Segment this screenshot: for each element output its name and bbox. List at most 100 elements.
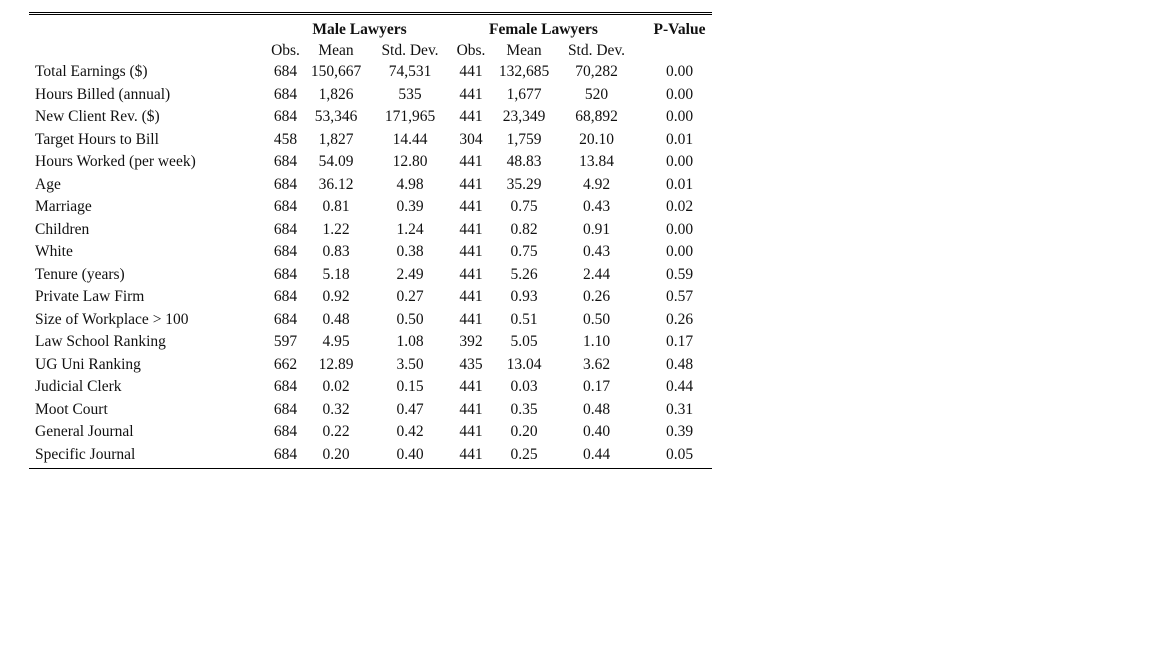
- male-mean-cell: 0.48: [322, 310, 350, 328]
- male-obs-cell: 684: [273, 175, 298, 193]
- male-obs-cell: 684: [273, 85, 298, 103]
- p-value-cell: 0.57: [665, 288, 694, 305]
- male-sd-cell: 535: [398, 85, 422, 103]
- male-lawyers-header: Male Lawyers: [312, 21, 407, 38]
- p-value-cell: 0.48: [665, 355, 694, 373]
- male-obs-cell: 684: [273, 445, 298, 463]
- female-mean-cell: 0.75: [510, 243, 538, 260]
- female-obs-cell: 435: [459, 355, 483, 373]
- table-row: Target Hours to Bill 458 1,827 14.44 304 1,75…: [29, 129, 712, 152]
- female-sd-cell: 0.48: [582, 400, 611, 418]
- p-value-cell: 0.39: [665, 423, 694, 440]
- female-obs-cell: 441: [459, 175, 483, 193]
- female-mean-cell: 5.05: [510, 333, 538, 350]
- male-mean-cell: 0.20: [322, 445, 350, 463]
- female-sd-cell: 13.84: [579, 153, 614, 170]
- sub-header-row: Obs. Mean Std. Dev. Obs. Mean Std. Dev.: [29, 40, 712, 61]
- male-obs-cell: 684: [273, 198, 298, 215]
- male-mean-cell: 0.02: [322, 378, 350, 395]
- row-label: Tenure (years): [35, 265, 125, 283]
- row-label: Total Earnings ($): [35, 63, 148, 80]
- female-obs-cell: 441: [459, 220, 483, 238]
- p-value-cell: 0.17: [665, 333, 694, 350]
- female-obs-cell: 392: [459, 333, 483, 350]
- female-sd-cell: 68,892: [575, 108, 618, 125]
- male-sd-cell: 0.38: [396, 243, 424, 260]
- row-label: Law School Ranking: [35, 333, 166, 350]
- male-mean-cell: 150,667: [310, 63, 362, 80]
- p-value-cell: 0.00: [665, 220, 694, 238]
- male-mean-cell: 1,826: [318, 85, 354, 103]
- female-obs-cell: 441: [459, 378, 483, 395]
- female-sd-cell: 0.50: [582, 310, 611, 328]
- male-sd-cell: 0.42: [396, 423, 424, 440]
- male-mean-cell: 0.32: [322, 400, 350, 418]
- female-obs-cell: 441: [459, 85, 483, 103]
- male-sd-cell: 0.15: [396, 378, 424, 395]
- male-mean-header: Mean: [318, 42, 354, 59]
- table-row: Private Law Firm 684 0.92 0.27 441 0.93 0.26 0.…: [29, 286, 712, 309]
- table-row: General Journal 684 0.22 0.42 441 0.20 0.40 0.3…: [29, 421, 712, 444]
- male-obs-cell: 662: [273, 355, 298, 373]
- male-sd-cell: 4.98: [396, 175, 424, 193]
- female-sd-cell: 4.92: [582, 175, 611, 193]
- female-sd-cell: 70,282: [575, 63, 618, 80]
- female-obs-cell: 441: [459, 108, 483, 125]
- row-label: Private Law Firm: [35, 288, 145, 305]
- female-sd-header: Std. Dev.: [567, 42, 626, 59]
- female-obs-header: Obs.: [456, 42, 486, 59]
- row-label: Specific Journal: [35, 445, 136, 463]
- male-sd-cell: 1.24: [396, 220, 424, 238]
- row-label: Size of Workplace > 100: [35, 310, 189, 328]
- female-mean-cell: 5.26: [510, 265, 538, 283]
- p-value-cell: 0.00: [665, 63, 694, 80]
- male-obs-cell: 684: [273, 423, 298, 440]
- male-obs-cell: 684: [273, 63, 298, 80]
- male-obs-cell: 684: [273, 310, 298, 328]
- row-label: New Client Rev. ($): [35, 108, 160, 125]
- male-obs-cell: 684: [273, 243, 298, 260]
- female-obs-cell: 441: [459, 288, 483, 305]
- male-obs-cell: 684: [273, 220, 298, 238]
- p-value-cell: 0.00: [665, 108, 694, 125]
- male-mean-cell: 12.89: [318, 355, 354, 373]
- female-obs-cell: 441: [459, 310, 483, 328]
- male-sd-cell: 3.50: [396, 355, 424, 373]
- male-sd-cell: 14.44: [392, 130, 428, 148]
- table-row: Size of Workplace > 100 684 0.48 0.50 441 0.5…: [29, 309, 712, 332]
- female-obs-cell: 304: [459, 130, 483, 148]
- male-mean-cell: 0.81: [322, 198, 350, 215]
- table-row: White 684 0.83 0.38 441 0.75 0.43 0.00: [29, 241, 712, 264]
- male-sd-cell: 0.47: [396, 400, 424, 418]
- male-mean-cell: 5.18: [322, 265, 350, 283]
- row-label: Children: [35, 220, 90, 238]
- male-sd-cell: 0.50: [396, 310, 424, 328]
- male-obs-cell: 684: [273, 108, 298, 125]
- female-obs-cell: 441: [459, 243, 483, 260]
- p-value-cell: 0.26: [665, 310, 694, 328]
- male-obs-cell: 684: [273, 288, 298, 305]
- female-mean-header: Mean: [506, 42, 542, 59]
- female-mean-cell: 0.20: [510, 423, 538, 440]
- subheader-blank: [29, 40, 267, 61]
- female-sd-cell: 0.17: [582, 378, 611, 395]
- male-mean-cell: 1.22: [322, 220, 350, 238]
- female-sd-cell: 0.91: [582, 220, 611, 238]
- table-row: Tenure (years) 684 5.18 2.49 441 5.26 2.44 0.59: [29, 264, 712, 287]
- male-sd-cell: 0.39: [396, 198, 424, 215]
- table-row: UG Uni Ranking 662 12.89 3.50 435 13.04 3.62 0.…: [29, 354, 712, 377]
- p-value-cell: 0.00: [665, 153, 694, 170]
- female-sd-cell: 0.44: [582, 445, 611, 463]
- male-mean-cell: 0.83: [322, 243, 350, 260]
- male-mean-cell: 0.92: [322, 288, 350, 305]
- table-row: Children 684 1.22 1.24 441 0.82 0.91 0.00: [29, 219, 712, 242]
- female-sd-cell: 0.26: [582, 288, 611, 305]
- female-sd-cell: 0.43: [582, 198, 611, 215]
- p-value-cell: 0.05: [665, 445, 694, 463]
- table-row: Specific Journal 684 0.20 0.40 441 0.25 0.44 0.…: [29, 444, 712, 467]
- table-row: Marriage 684 0.81 0.39 441 0.75 0.43 0.02: [29, 196, 712, 219]
- male-obs-cell: 684: [273, 265, 298, 283]
- male-obs-cell: 597: [273, 333, 298, 350]
- male-obs-cell: 684: [273, 400, 298, 418]
- female-mean-cell: 0.03: [510, 378, 538, 395]
